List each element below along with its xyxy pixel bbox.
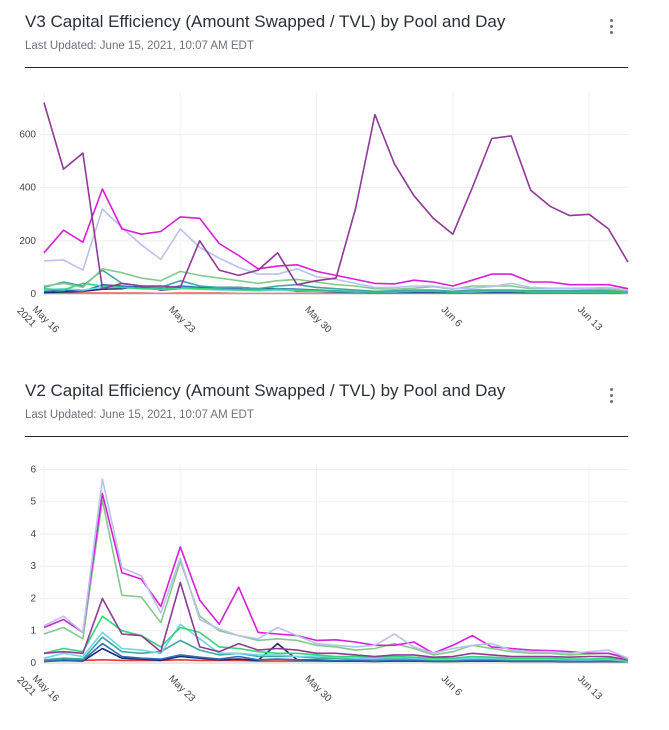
- x-tick-label: Jun 6: [439, 304, 464, 329]
- x-tick-text: Jun 13: [575, 304, 604, 333]
- x-tick-text: May 23: [166, 673, 197, 704]
- y-tick-label: 600: [19, 130, 36, 141]
- y-tick-label: 2: [30, 593, 36, 604]
- y-tick-label: 1: [30, 626, 36, 637]
- series-line: [43, 499, 629, 660]
- chart-title: V2 Capital Efficiency (Amount Swapped / …: [25, 381, 506, 400]
- v2-chart-panel: V2 Capital Efficiency (Amount Swapped / …: [0, 369, 669, 730]
- last-updated-text: Last Updated: June 15, 2021, 10:07 AM ED…: [25, 40, 254, 52]
- series-line: [43, 268, 629, 292]
- y-tick-label: 0: [30, 658, 36, 669]
- title-divider: [25, 436, 628, 437]
- y-tick-label: 6: [30, 464, 36, 475]
- x-tick-label: May 23: [166, 304, 197, 335]
- x-tick-label: May 23: [166, 673, 197, 704]
- y-tick-label: 3: [30, 561, 36, 572]
- x-tick-text: Jun 6: [439, 304, 464, 329]
- x-tick-text: Jun 13: [575, 673, 604, 702]
- gridlines: [40, 92, 628, 295]
- x-tick-text: May 30: [302, 673, 333, 704]
- series-line: [43, 642, 629, 663]
- series-line: [43, 208, 629, 291]
- x-tick-text: Jun 6: [439, 673, 464, 698]
- series-group: [43, 478, 629, 663]
- y-tick-label: 0: [30, 289, 36, 300]
- x-tick-text: May 30: [302, 304, 333, 335]
- x-tick-label: Jun 6: [439, 673, 464, 698]
- x-tick-text: May 23: [166, 304, 197, 335]
- series-group: [43, 102, 629, 295]
- y-tick-label: 200: [19, 236, 36, 247]
- x-tick-label: May 30: [302, 673, 333, 704]
- series-line: [43, 492, 629, 659]
- title-divider: [25, 67, 628, 68]
- series-line: [43, 282, 629, 294]
- y-tick-label: 5: [30, 497, 36, 508]
- series-line: [43, 188, 629, 290]
- y-tick-label: 4: [30, 529, 36, 540]
- series-line: [43, 581, 629, 661]
- x-tick-label: Jun 13: [575, 304, 604, 333]
- v3-chart-panel: V3 Capital Efficiency (Amount Swapped / …: [14, 12, 629, 336]
- more-options-icon[interactable]: [604, 15, 620, 37]
- series-line: [43, 623, 629, 662]
- x-tick-label: Jun 13: [575, 673, 604, 702]
- more-options-icon[interactable]: [604, 384, 620, 406]
- chart-title: V3 Capital Efficiency (Amount Swapped / …: [25, 12, 506, 31]
- series-line: [43, 102, 629, 290]
- x-tick-label: May 30: [302, 304, 333, 335]
- last-updated-text: Last Updated: June 15, 2021, 10:07 AM ED…: [25, 409, 254, 421]
- y-tick-label: 400: [19, 183, 36, 194]
- series-line: [43, 478, 629, 659]
